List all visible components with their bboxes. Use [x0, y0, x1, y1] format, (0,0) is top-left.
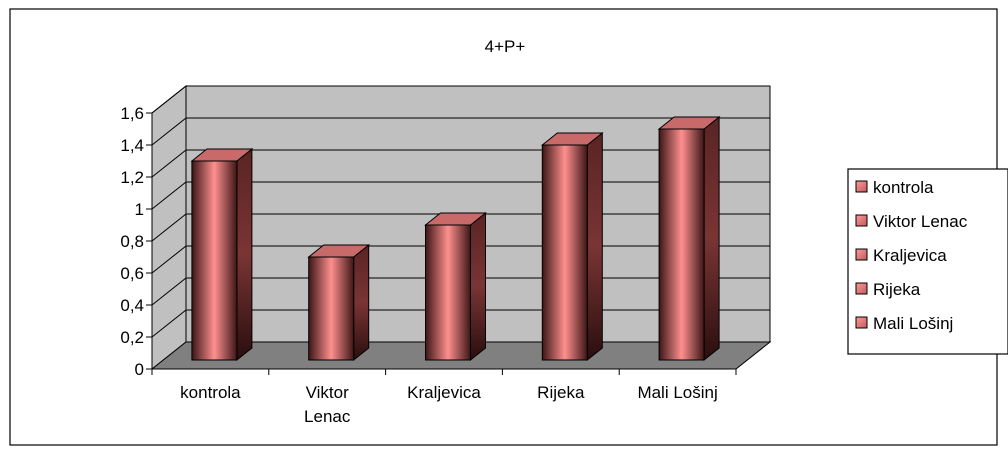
- y-tick-label: 0,6: [120, 264, 144, 283]
- legend-label: Kraljevica: [873, 246, 947, 265]
- bar-side: [470, 211, 486, 362]
- bar-side: [353, 243, 370, 362]
- legend-swatch: [855, 282, 868, 295]
- bar-front: [191, 160, 238, 361]
- bar-front: [308, 256, 355, 361]
- chart-title: 4+P+: [485, 37, 526, 56]
- gridline: [151, 117, 770, 146]
- bar-side: [703, 115, 720, 362]
- y-tick-label: 1: [135, 200, 144, 219]
- bar: [657, 115, 721, 362]
- bar: [424, 211, 487, 362]
- x-tick-label: kontrola: [180, 383, 241, 402]
- y-tick-label: 1,6: [120, 104, 144, 123]
- plot-area: 0 0,2 0,4 0,6 0,8 1 1,2 1,4 1,6 kontrola Viktor Len…: [120, 84, 772, 426]
- legend-label: Rijeka: [873, 280, 921, 299]
- bar-front: [658, 128, 705, 361]
- bar: [307, 243, 371, 362]
- bar: [540, 131, 604, 362]
- legend-swatch: [855, 180, 868, 193]
- legend: kontrola Viktor Lenac Kraljevica Rijeka Mali…: [847, 168, 1008, 355]
- legend-label: kontrola: [873, 178, 934, 197]
- x-tick-label: Mali Lošinj: [637, 383, 717, 402]
- legend-label: Mali Lošinj: [873, 314, 953, 333]
- y-tick-label: 0,8: [120, 232, 144, 251]
- legend-label: Viktor Lenac: [873, 212, 968, 231]
- bar-side: [586, 131, 603, 362]
- bar-front: [541, 144, 588, 361]
- bar: [190, 147, 254, 362]
- x-tick-label: Kraljevica: [407, 383, 481, 402]
- y-tick-label: 1,4: [120, 136, 144, 155]
- x-tick-label: Lenac: [304, 407, 351, 426]
- y-tick-label: 1,2: [120, 168, 144, 187]
- legend-swatch: [855, 316, 868, 329]
- bar-front: [425, 224, 471, 361]
- y-tick-label: 0,4: [120, 296, 144, 315]
- bar-side: [236, 147, 253, 362]
- y-tick-label: 0,2: [120, 328, 144, 347]
- legend-swatch: [855, 248, 868, 261]
- legend-swatch: [855, 214, 868, 227]
- x-tick-label: Rijeka: [537, 383, 585, 402]
- gridline: [151, 85, 770, 114]
- y-tick-label: 0: [135, 360, 144, 379]
- x-tick-label: Viktor: [306, 383, 349, 402]
- legend-box: [847, 168, 1008, 355]
